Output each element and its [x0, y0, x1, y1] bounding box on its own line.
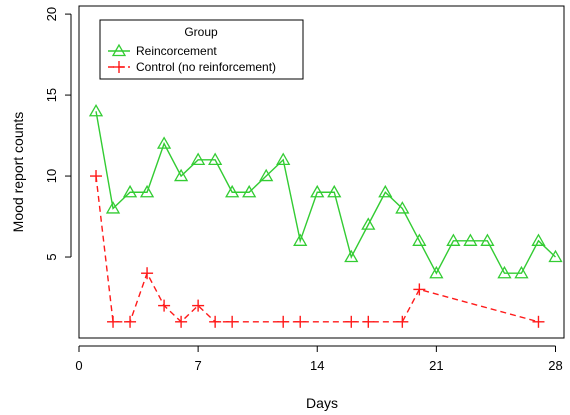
x-axis: 0 7 14 21 28 — [75, 345, 563, 373]
data-point-control — [345, 315, 358, 328]
data-point-reinforcement — [242, 184, 257, 198]
data-point-reinforcement — [429, 265, 444, 279]
data-point-control — [107, 315, 120, 328]
x-axis-title: Days — [306, 395, 338, 411]
data-point-control — [413, 283, 426, 296]
legend-entries: Reincorcement Control (no reinforcement) — [108, 43, 276, 74]
series-line-reinforcement — [95, 111, 556, 275]
data-point-reinforcement — [191, 152, 206, 166]
series-layer — [88, 103, 563, 328]
data-point-control — [124, 315, 137, 328]
y-tick-label: 20 — [44, 7, 59, 21]
x-tick-label: 7 — [195, 358, 202, 373]
data-point-reinforcement — [463, 233, 478, 246]
data-point-reinforcement — [276, 152, 291, 166]
data-point-reinforcement — [378, 184, 393, 198]
legend: Group Reincorcement Control (no reinforce… — [99, 19, 304, 80]
y-axis: 5 10 15 20 — [44, 7, 72, 261]
plot-frame — [78, 5, 565, 339]
data-point-control — [396, 315, 409, 328]
data-point-control — [141, 267, 154, 280]
data-point-reinforcement — [156, 136, 172, 149]
x-tick-label: 14 — [310, 358, 324, 373]
data-point-reinforcement — [259, 168, 274, 182]
data-point-control — [226, 315, 239, 328]
series-reinforcement — [88, 103, 563, 279]
legend-marker-control — [113, 61, 125, 73]
data-point-control — [294, 315, 307, 328]
legend-marker-reinforcement — [111, 43, 127, 57]
data-point-reinforcement — [361, 217, 376, 230]
x-tick-label: 28 — [548, 358, 562, 373]
data-point-reinforcement — [531, 233, 546, 246]
data-point-reinforcement — [208, 152, 223, 166]
legend-entry-control: Control (no reinforcement) — [108, 60, 276, 74]
data-point-control — [277, 315, 290, 328]
legend-entry-reinforcement: Reincorcement — [108, 43, 217, 58]
data-point-reinforcement — [310, 184, 325, 198]
data-point-reinforcement — [548, 249, 563, 263]
data-point-reinforcement — [225, 184, 240, 198]
y-axis-title: Mood report counts — [10, 112, 26, 233]
legend-box — [99, 19, 304, 80]
data-point-reinforcement — [293, 233, 308, 246]
x-tick-label: 0 — [75, 358, 82, 373]
data-point-reinforcement — [412, 233, 427, 246]
data-point-reinforcement — [395, 201, 410, 214]
data-point-reinforcement — [514, 265, 529, 279]
data-point-reinforcement — [88, 103, 104, 117]
data-point-reinforcement — [446, 233, 461, 246]
x-tick-label: 21 — [429, 358, 443, 373]
data-point-control — [192, 299, 205, 312]
data-point-control — [158, 299, 171, 312]
data-point-control — [362, 315, 375, 328]
data-point-reinforcement — [344, 249, 359, 263]
y-tick-label: 5 — [44, 253, 59, 260]
plot-area — [78, 5, 565, 339]
y-tick-label: 15 — [44, 88, 59, 102]
series-control — [90, 170, 545, 328]
data-point-reinforcement — [173, 168, 189, 182]
data-point-reinforcement — [480, 233, 495, 246]
legend-label-control: Control (no reinforcement) — [136, 60, 276, 74]
data-point-control — [175, 315, 188, 328]
data-point-control — [209, 315, 222, 328]
y-tick-label: 10 — [44, 169, 59, 183]
data-point-control — [90, 170, 103, 183]
data-point-reinforcement — [139, 184, 155, 198]
data-point-reinforcement — [327, 184, 342, 198]
data-point-reinforcement — [122, 184, 138, 198]
legend-label-reinforcement: Reincorcement — [136, 44, 217, 58]
legend-title: Group — [184, 25, 218, 39]
data-point-reinforcement — [497, 265, 512, 279]
series-line-control — [95, 175, 539, 323]
data-point-reinforcement — [105, 201, 121, 214]
data-point-control — [532, 315, 545, 328]
